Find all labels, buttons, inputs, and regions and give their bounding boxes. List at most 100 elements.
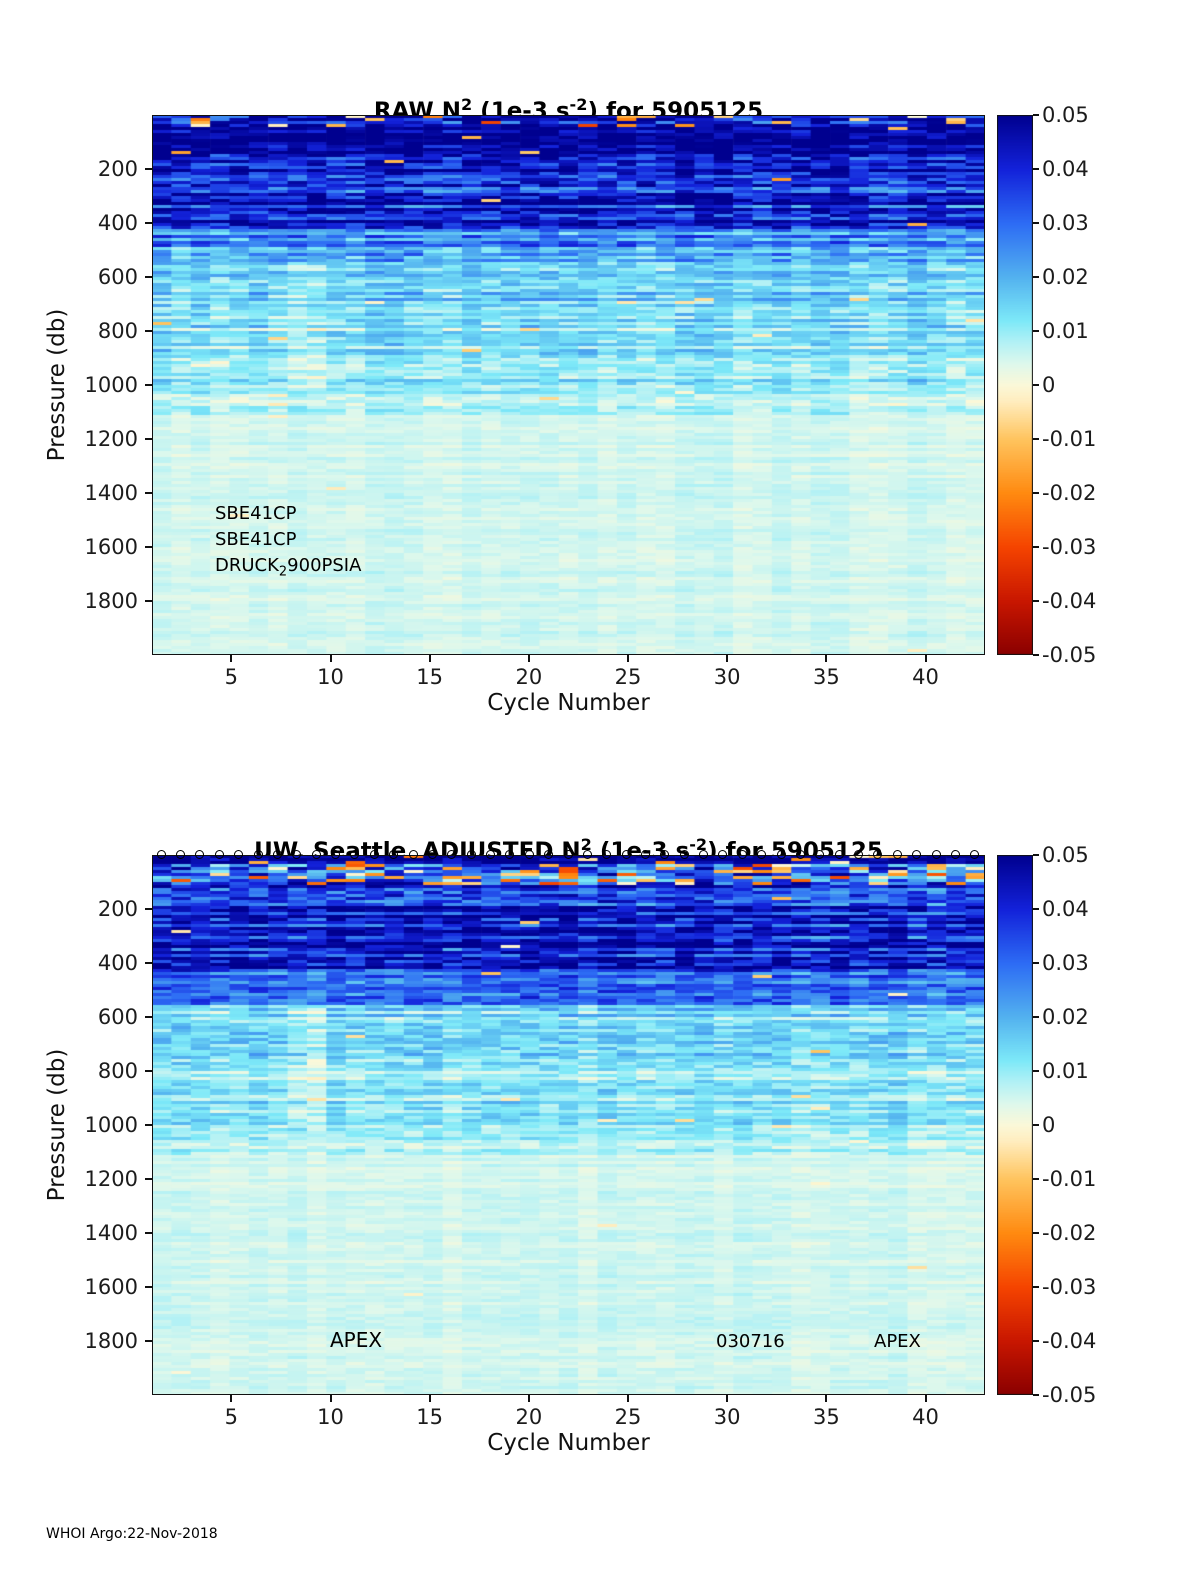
surface-marker: [447, 850, 457, 859]
colorbar-tick-mark: [1033, 854, 1039, 856]
y-tick-mark: [145, 168, 152, 170]
raw-heatmap-canvas: [152, 115, 985, 655]
adjusted-annotation-code: 030716: [716, 1331, 785, 1352]
annotation-subscript: 2: [278, 564, 288, 580]
surface-marker: [679, 850, 689, 859]
x-tick-mark: [428, 655, 431, 662]
colorbar-tick-mark: [1033, 1340, 1039, 1342]
colorbar-tick-mark: [1033, 276, 1039, 278]
y-tick-mark: [145, 276, 152, 278]
y-tick-label: 1800: [84, 1329, 138, 1353]
surface-marker: [931, 850, 941, 859]
adjusted-x-axis-label: Cycle Number: [487, 1430, 650, 1456]
surface-marker: [660, 850, 670, 859]
y-tick-mark: [145, 1124, 152, 1126]
x-tick-label: 40: [912, 665, 939, 689]
colorbar-tick-label: -0.01: [1042, 1167, 1097, 1191]
surface-marker: [292, 850, 302, 859]
colorbar-tick-label: 0.04: [1042, 157, 1089, 181]
y-tick-label: 1200: [84, 1167, 138, 1191]
colorbar-tick-mark: [1033, 492, 1039, 494]
surface-marker: [602, 850, 612, 859]
x-tick-mark: [825, 1395, 828, 1402]
surface-marker: [912, 850, 922, 859]
x-tick-label: 35: [812, 1405, 840, 1429]
surface-marker: [427, 850, 437, 859]
surface-marker: [640, 850, 650, 859]
annotation-text: DRUCK: [215, 555, 279, 576]
raw-colorbar: [997, 115, 1033, 655]
colorbar-tick-label: 0.01: [1042, 1059, 1089, 1083]
colorbar-tick-label: 0.02: [1042, 1005, 1089, 1029]
x-tick-mark: [230, 1395, 233, 1402]
raw-annotation-sensor-1: SBE41CP: [215, 503, 296, 524]
surface-marker: [350, 850, 360, 859]
x-tick-label: 10: [317, 665, 344, 689]
surface-marker: [505, 850, 515, 859]
adjusted-heatmap-canvas: [152, 855, 985, 1395]
colorbar-tick-label: 0: [1042, 373, 1056, 397]
y-tick-label: 1600: [84, 1275, 138, 1299]
y-tick-label: 200: [97, 897, 138, 921]
annotation-text: SBE41CP: [215, 529, 297, 550]
x-tick-label: 5: [224, 665, 239, 689]
y-tick-label: 1400: [84, 481, 138, 505]
colorbar-tick-mark: [1033, 546, 1039, 548]
x-tick-label: 35: [812, 665, 840, 689]
y-tick-label: 800: [97, 1059, 138, 1083]
surface-marker: [854, 850, 864, 859]
surface-marker: [834, 850, 844, 859]
adjusted-annotation-float-type-2: APEX: [874, 1331, 921, 1352]
surface-marker: [699, 850, 709, 859]
colorbar-tick-mark: [1033, 1286, 1039, 1288]
adjusted-colorbar: [997, 855, 1033, 1395]
y-tick-label: 200: [97, 157, 138, 181]
colorbar-tick-label: -0.02: [1042, 481, 1097, 505]
colorbar-tick-mark: [1033, 1070, 1039, 1072]
colorbar-tick-label: -0.04: [1042, 589, 1097, 613]
y-tick-mark: [145, 1016, 152, 1018]
annotation-text: 030716: [716, 1331, 785, 1352]
y-tick-label: 1000: [84, 1113, 138, 1137]
surface-marker: [214, 850, 224, 859]
colorbar-tick-mark: [1033, 168, 1039, 170]
x-tick-mark: [527, 655, 530, 662]
colorbar-tick-label: -0.03: [1042, 535, 1097, 559]
y-tick-label: 600: [97, 1005, 138, 1029]
y-tick-mark: [145, 492, 152, 494]
surface-marker: [718, 850, 728, 859]
x-tick-label: 30: [713, 1405, 741, 1429]
colorbar-tick-label: 0.01: [1042, 319, 1089, 343]
y-tick-mark: [145, 1232, 152, 1234]
surface-marker: [195, 850, 205, 859]
y-tick-label: 1200: [84, 427, 138, 451]
x-tick-mark: [726, 655, 729, 662]
x-tick-label: 20: [515, 1405, 543, 1429]
raw-x-axis-label: Cycle Number: [487, 690, 650, 716]
surface-marker: [873, 850, 883, 859]
y-tick-mark: [145, 1178, 152, 1180]
footer-credit: WHOI Argo:22-Nov-2018: [46, 1526, 218, 1542]
x-tick-label: 15: [416, 665, 444, 689]
y-tick-label: 600: [97, 265, 138, 289]
x-tick-mark: [627, 655, 629, 662]
raw-annotation-sensor-2: SBE41CP: [215, 529, 296, 550]
surface-marker: [176, 850, 186, 859]
colorbar-tick-mark: [1033, 654, 1039, 656]
surface-marker: [272, 850, 282, 859]
y-tick-mark: [145, 222, 152, 224]
y-tick-mark: [145, 1340, 152, 1342]
y-tick-mark: [145, 546, 152, 548]
title-superscript: 2: [580, 835, 592, 855]
colorbar-tick-mark: [1033, 384, 1039, 386]
colorbar-tick-mark: [1033, 1124, 1039, 1126]
colorbar-tick-mark: [1033, 600, 1039, 602]
x-tick-label: 5: [224, 1405, 239, 1429]
x-tick-mark: [924, 655, 927, 662]
surface-marker: [815, 850, 825, 859]
surface-marker: [466, 850, 476, 859]
colorbar-tick-mark: [1033, 438, 1039, 440]
y-tick-mark: [145, 438, 152, 440]
x-tick-mark: [527, 1395, 530, 1402]
